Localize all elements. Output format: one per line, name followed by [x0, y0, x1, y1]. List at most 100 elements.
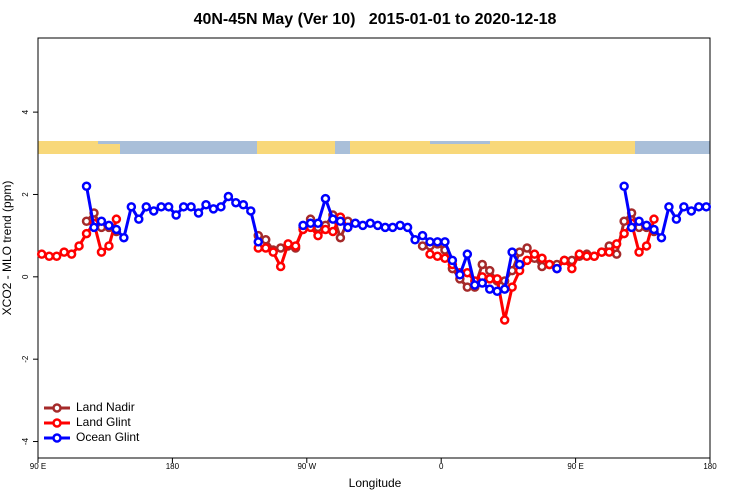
data-point — [462, 282, 473, 292]
data-point — [425, 237, 435, 247]
data-point — [201, 200, 211, 210]
data-point — [134, 214, 144, 224]
y-tick-label: 2 — [21, 192, 30, 197]
data-point — [470, 280, 480, 290]
data-point — [111, 214, 122, 224]
data-point — [641, 241, 652, 251]
mask-land — [350, 141, 430, 154]
data-point — [455, 270, 465, 280]
data-point — [447, 255, 458, 266]
data-point — [343, 222, 353, 233]
data-point — [298, 220, 308, 231]
data-point — [440, 237, 450, 247]
mask-land — [257, 141, 335, 154]
data-point — [656, 232, 667, 243]
data-point — [163, 202, 174, 212]
data-point — [358, 220, 368, 231]
data-point — [148, 206, 159, 216]
data-point — [372, 220, 383, 231]
data-point — [589, 251, 600, 261]
y-tick-label: 0 — [21, 274, 30, 279]
data-point — [260, 235, 271, 245]
data-point — [492, 274, 502, 284]
data-point — [484, 284, 495, 294]
data-point — [499, 315, 510, 325]
y-axis-label: XCO2 - MLO trend (ppm) — [0, 181, 14, 316]
data-point — [567, 263, 577, 274]
data-point — [268, 247, 278, 257]
data-point — [522, 255, 532, 266]
data-point — [283, 239, 293, 249]
data-point — [432, 251, 443, 261]
data-point — [320, 224, 331, 235]
legend-marker — [52, 403, 62, 413]
data-point — [537, 253, 547, 264]
data-point — [477, 259, 488, 270]
data-point — [111, 224, 122, 235]
data-point — [604, 247, 614, 257]
data-point — [499, 284, 510, 294]
data-point — [81, 216, 92, 226]
data-point — [514, 259, 525, 270]
data-point — [679, 202, 689, 212]
data-point — [171, 210, 181, 220]
data-point — [462, 249, 473, 259]
chart-title: 40N-45N May (Ver 10) 2015-01-01 to 2020-… — [194, 11, 557, 28]
data-point — [432, 237, 443, 247]
x-tick-label: 90 W — [297, 462, 316, 471]
x-tick-label: 90 E — [30, 462, 46, 471]
data-point — [574, 249, 585, 259]
x-tick-label: 180 — [703, 462, 717, 471]
data-point — [231, 197, 241, 208]
plot-frame — [37, 37, 711, 459]
mask-land — [98, 144, 120, 154]
data-point — [178, 202, 189, 212]
data-point — [81, 228, 92, 239]
x-tick-label: 0 — [439, 462, 444, 471]
y-tick-label: -2 — [21, 355, 30, 363]
data-point — [246, 206, 256, 216]
series-line — [41, 215, 656, 322]
data-point — [649, 224, 659, 235]
x-tick-label: 90 E — [567, 462, 583, 471]
data-point — [582, 251, 592, 261]
data-point — [634, 216, 644, 226]
data-point — [649, 214, 659, 224]
data-point — [410, 235, 420, 245]
data-point — [537, 261, 547, 272]
data-point — [365, 218, 376, 229]
data-point — [402, 222, 413, 233]
data-point — [507, 247, 517, 257]
data-point — [104, 241, 114, 251]
data-point — [611, 249, 622, 259]
data-point — [74, 241, 84, 251]
data-point — [671, 214, 682, 224]
data-point — [104, 220, 114, 231]
data-point — [611, 239, 622, 249]
data-point — [328, 226, 338, 237]
data-point — [275, 261, 286, 272]
data-point — [141, 202, 152, 212]
mask-land — [38, 141, 98, 154]
x-tick-label: 180 — [166, 462, 180, 471]
data-point — [193, 208, 204, 218]
data-point — [380, 222, 390, 233]
land-mask-strip — [38, 141, 710, 154]
data-point — [313, 218, 323, 229]
data-point — [664, 202, 674, 212]
data-point — [59, 247, 69, 257]
data-point — [626, 222, 637, 233]
series — [81, 181, 712, 296]
data-point — [51, 251, 62, 261]
data-point — [253, 237, 264, 247]
data-point — [694, 202, 704, 212]
data-point — [335, 232, 346, 243]
data-point — [484, 265, 495, 276]
data-point — [126, 202, 137, 212]
data-point — [417, 241, 428, 251]
data-point — [260, 243, 271, 253]
data-point — [328, 214, 338, 224]
mask-land — [490, 141, 635, 154]
data-point — [119, 232, 129, 243]
